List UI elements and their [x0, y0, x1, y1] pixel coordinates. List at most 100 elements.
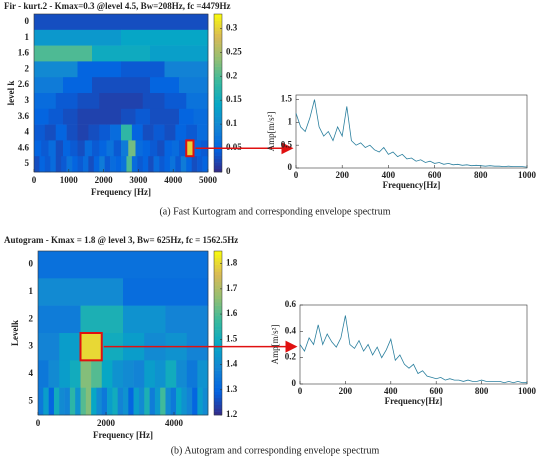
heat-cell [92, 140, 100, 157]
colorbar-segment [214, 302, 222, 306]
heat-cell [197, 360, 209, 388]
heat-cell [34, 77, 64, 94]
colorbar-segment [214, 14, 222, 18]
colorbar-segment [214, 162, 222, 166]
heat-cell [121, 108, 136, 125]
y-tick-label: 0.6 [285, 299, 297, 309]
colorbar-segment [214, 119, 222, 123]
x-axis-label: Frequency [Hz] [93, 430, 153, 440]
colorbar-segment [214, 298, 222, 303]
heat-cell [63, 108, 78, 125]
colorbar-segment [214, 139, 222, 143]
heat-cell [72, 156, 78, 173]
colorbar-segment [214, 53, 222, 58]
y-tick-label: 4 [29, 368, 34, 378]
colorbar-segment [214, 106, 222, 110]
colorbar-segment [214, 43, 222, 48]
colorbar-tick-label: 1.5 [226, 333, 238, 343]
heat-cell [192, 387, 198, 416]
heat-cell [164, 108, 180, 125]
heat-cell [99, 124, 111, 141]
y-axis-label: Levelk [10, 320, 20, 346]
colorbar-segment [214, 148, 222, 153]
colorbar-segment [214, 353, 222, 358]
colorbar-segment [214, 251, 222, 255]
heat-cell [117, 387, 124, 416]
plot-frame [33, 13, 209, 173]
colorbar-segment [214, 411, 222, 416]
heat-cell [171, 140, 180, 157]
heat-cell [137, 156, 144, 173]
heat-cell [59, 387, 65, 416]
heat-cell [63, 77, 93, 94]
y-tick-label: 4 [25, 127, 30, 137]
x-tick-label: 4000 [164, 175, 183, 185]
x-tick-label: 5000 [199, 175, 218, 185]
heat-cell [144, 360, 156, 388]
heat-cell [135, 140, 144, 157]
colorbar-segment [214, 319, 222, 324]
heat-cell [197, 156, 203, 173]
heat-cell [123, 278, 209, 306]
heat-cell [53, 387, 60, 416]
y-tick-label: 1 [29, 286, 34, 296]
x-tick-label: 0 [294, 170, 299, 180]
heat-cell [170, 387, 177, 416]
colorbar-segment [214, 63, 222, 67]
colorbar-segment [214, 363, 222, 368]
colorbar-tick-label: 0.25 [226, 46, 242, 56]
heat-cell [34, 61, 78, 78]
x-axis-label: Frequency [Hz] [91, 187, 151, 197]
colorbar-segment [214, 132, 222, 137]
y-tick-label: 2 [29, 313, 34, 323]
colorbar-segment [214, 89, 222, 94]
heat-cell [34, 108, 49, 125]
colorbar-segment [214, 129, 222, 133]
x-tick-label: 800 [475, 386, 489, 396]
x-tick-label: 0 [32, 175, 37, 185]
heat-cell [121, 124, 133, 141]
heat-cell [121, 93, 144, 110]
heat-cell [121, 61, 165, 78]
colorbar-segment [214, 66, 222, 71]
y-tick-label: 0.4 [285, 325, 297, 335]
colorbar-segment [214, 315, 222, 320]
heat-cell [34, 93, 57, 110]
colorbar-segment [214, 339, 222, 344]
heat-cell [69, 387, 76, 416]
heat-cell [186, 140, 194, 157]
heat-cell [48, 108, 64, 125]
heat-cell [154, 360, 166, 388]
colorbar-segment [214, 387, 222, 392]
y-tick-label: 1.5 [281, 94, 293, 104]
colorbar-segment [214, 76, 222, 81]
colorbar-segment [214, 152, 222, 156]
y-tick-label: 0 [292, 378, 297, 388]
heat-cell [144, 387, 150, 416]
colorbar-segment [214, 408, 222, 412]
x-tick-label: 1000 [518, 170, 537, 180]
heat-cell [80, 387, 87, 416]
x-tick-label: 4000 [165, 418, 184, 428]
heat-cell [193, 108, 209, 125]
colorbar-segment [214, 268, 222, 272]
heat-cell [41, 140, 49, 157]
heat-cell [50, 156, 57, 173]
heat-cell [61, 156, 67, 173]
heat-cell [154, 387, 161, 416]
heat-cell [38, 333, 60, 361]
colorbar-segment [214, 165, 222, 170]
y-tick-label: 3 [25, 95, 30, 105]
colorbar-segment [214, 60, 222, 64]
heat-cell [176, 387, 182, 416]
colorbar-segment [214, 40, 222, 44]
colorbar-tick-label: 0.3 [226, 22, 238, 32]
colorbar-segment [214, 112, 222, 117]
heat-cell [164, 124, 176, 141]
heat-cell [110, 156, 116, 173]
heat-cell [39, 156, 46, 173]
heat-cell [121, 156, 127, 173]
colorbar-segment [214, 367, 222, 371]
y-tick-label: 5 [29, 395, 34, 405]
y-tick-label: 4.6 [18, 142, 30, 152]
